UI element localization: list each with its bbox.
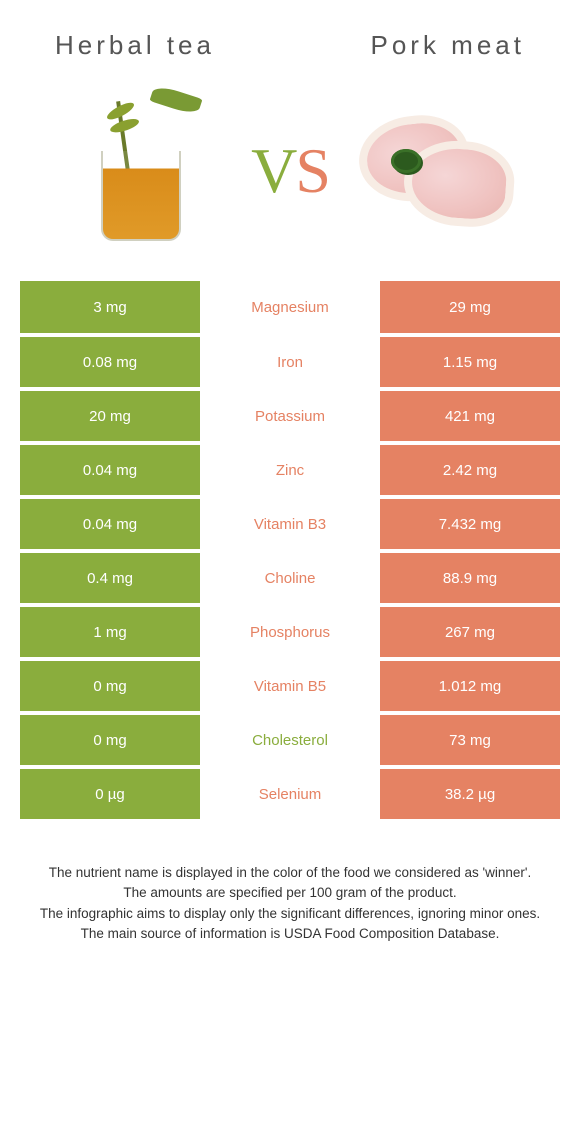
right-value-cell: 2.42 mg <box>380 443 560 497</box>
nutrient-label-cell: Vitamin B5 <box>200 659 380 713</box>
nutrient-label-cell: Selenium <box>200 767 380 821</box>
nutrient-label-cell: Phosphorus <box>200 605 380 659</box>
left-value-cell: 0.04 mg <box>20 443 200 497</box>
footer-line: The main source of information is USDA F… <box>30 924 550 944</box>
header: Herbal tea Pork meat <box>0 0 580 71</box>
right-value-cell: 1.15 mg <box>380 335 560 389</box>
herbal-tea-image <box>61 101 221 241</box>
left-food-title: Herbal tea <box>55 30 215 61</box>
nutrient-comparison-table: 3 mgMagnesium29 mg0.08 mgIron1.15 mg20 m… <box>20 281 560 823</box>
vs-label: VS <box>251 134 329 208</box>
left-value-cell: 3 mg <box>20 281 200 335</box>
footer-line: The infographic aims to display only the… <box>30 904 550 924</box>
pork-meat-image <box>359 101 519 241</box>
table-row: 0 mgCholesterol73 mg <box>20 713 560 767</box>
nutrient-label-cell: Potassium <box>200 389 380 443</box>
left-value-cell: 1 mg <box>20 605 200 659</box>
left-value-cell: 20 mg <box>20 389 200 443</box>
footer-line: The amounts are specified per 100 gram o… <box>30 883 550 903</box>
vs-v: V <box>251 135 295 206</box>
right-value-cell: 267 mg <box>380 605 560 659</box>
vs-row: VS <box>0 71 580 281</box>
left-value-cell: 0 µg <box>20 767 200 821</box>
nutrient-label-cell: Vitamin B3 <box>200 497 380 551</box>
nutrient-label-cell: Cholesterol <box>200 713 380 767</box>
footer-notes: The nutrient name is displayed in the co… <box>30 863 550 944</box>
right-value-cell: 73 mg <box>380 713 560 767</box>
right-value-cell: 7.432 mg <box>380 497 560 551</box>
right-value-cell: 88.9 mg <box>380 551 560 605</box>
table-row: 0.4 mgCholine88.9 mg <box>20 551 560 605</box>
right-value-cell: 29 mg <box>380 281 560 335</box>
right-value-cell: 1.012 mg <box>380 659 560 713</box>
right-food-title: Pork meat <box>371 30 526 61</box>
left-value-cell: 0.4 mg <box>20 551 200 605</box>
table-row: 3 mgMagnesium29 mg <box>20 281 560 335</box>
right-value-cell: 421 mg <box>380 389 560 443</box>
nutrient-label-cell: Zinc <box>200 443 380 497</box>
left-value-cell: 0.04 mg <box>20 497 200 551</box>
nutrient-label-cell: Magnesium <box>200 281 380 335</box>
table-row: 1 mgPhosphorus267 mg <box>20 605 560 659</box>
nutrient-label-cell: Choline <box>200 551 380 605</box>
table-row: 0.04 mgZinc2.42 mg <box>20 443 560 497</box>
table-row: 20 mgPotassium421 mg <box>20 389 560 443</box>
table-row: 0 mgVitamin B51.012 mg <box>20 659 560 713</box>
left-value-cell: 0 mg <box>20 659 200 713</box>
table-row: 0.08 mgIron1.15 mg <box>20 335 560 389</box>
left-value-cell: 0 mg <box>20 713 200 767</box>
vs-s: S <box>295 135 329 206</box>
left-value-cell: 0.08 mg <box>20 335 200 389</box>
nutrient-label-cell: Iron <box>200 335 380 389</box>
footer-line: The nutrient name is displayed in the co… <box>30 863 550 883</box>
table-row: 0.04 mgVitamin B37.432 mg <box>20 497 560 551</box>
right-value-cell: 38.2 µg <box>380 767 560 821</box>
table-row: 0 µgSelenium38.2 µg <box>20 767 560 821</box>
